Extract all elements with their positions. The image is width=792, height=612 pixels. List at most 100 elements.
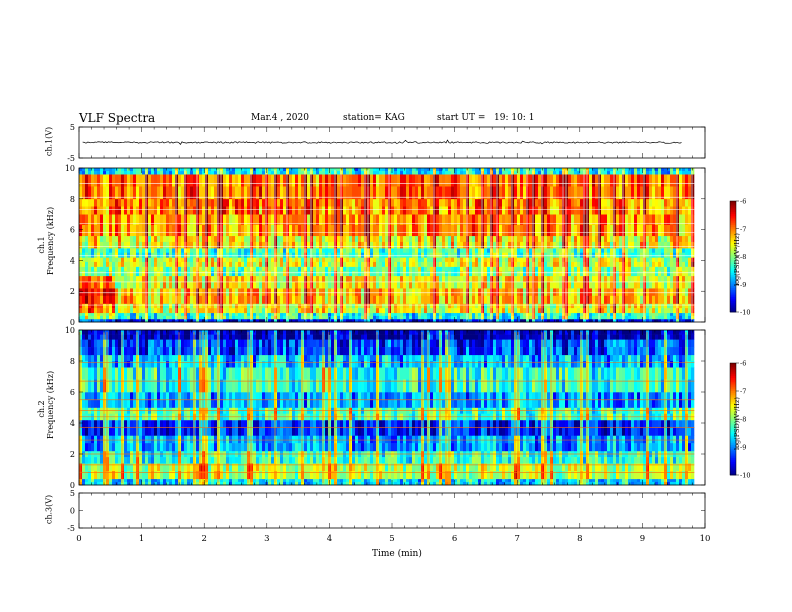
- ch1-cell: [508, 252, 512, 258]
- ch1-cell: [463, 308, 467, 314]
- ch1-cell: [436, 174, 440, 187]
- ch1-cell: [517, 257, 521, 263]
- ch1-cell: [559, 308, 563, 314]
- ch1-cell: [661, 308, 665, 314]
- ch1-cell: [178, 241, 182, 249]
- ch1-cell: [331, 235, 335, 243]
- ch1-cell: [571, 295, 575, 304]
- ch1-cell: [436, 261, 440, 267]
- ch1-cell: [691, 241, 695, 249]
- ch1-cell: [385, 171, 389, 175]
- ch1-cell: [232, 257, 236, 263]
- ch1-cell: [640, 288, 644, 297]
- ch1-cell: [163, 224, 167, 237]
- ch1-cell: [184, 303, 188, 309]
- ch1-cell: [148, 288, 152, 297]
- ch1-cell: [682, 235, 686, 243]
- ch1-cell: [598, 271, 602, 277]
- ch1-cell: [586, 257, 590, 263]
- ch1-cell: [598, 318, 602, 323]
- ch1-cell: [508, 241, 512, 249]
- ch1-cell: [625, 198, 629, 207]
- ch1-cell: [187, 303, 191, 309]
- ch1-cell: [340, 168, 344, 172]
- ch1-cell: [274, 224, 278, 237]
- ch1-cell: [121, 257, 125, 263]
- ch1-cell: [160, 198, 164, 207]
- ch1-cell: [223, 206, 227, 215]
- ch1-cell: [451, 241, 455, 249]
- ch1-cell: [352, 224, 356, 237]
- ch1-cell: [535, 271, 539, 277]
- ch1-cell: [352, 271, 356, 277]
- ch1-cell: [247, 318, 251, 323]
- ch1-cell: [286, 312, 290, 317]
- ch1-cell: [184, 308, 188, 314]
- ch1-cell: [310, 266, 314, 272]
- ch1-cell: [547, 261, 551, 267]
- ch1-cell: [481, 248, 485, 253]
- ch1-cell: [523, 281, 527, 289]
- ch1-cell: [601, 266, 605, 272]
- ch1-cell: [646, 186, 650, 200]
- ch1-cell: [685, 198, 689, 207]
- ch1-cell: [664, 186, 668, 200]
- ch1-cell: [139, 235, 143, 243]
- ch1-cell: [172, 168, 176, 172]
- ch1-cell: [208, 235, 212, 243]
- ch1-cell: [688, 318, 692, 323]
- ch1-cell: [514, 248, 518, 253]
- ch1-cell: [325, 171, 329, 175]
- ch1-cell: [544, 174, 548, 187]
- ch1-cell: [652, 214, 656, 226]
- ch1-cell: [400, 235, 404, 243]
- ch1-cell: [523, 303, 527, 309]
- ch1-cell: [304, 168, 308, 172]
- ch1-cell: [514, 214, 518, 226]
- ch1-cell: [217, 295, 221, 304]
- ch1-cell: [535, 295, 539, 304]
- ch1-cell: [463, 206, 467, 215]
- ch1-cell: [520, 295, 524, 304]
- ch1-cell: [382, 312, 386, 317]
- ch1-cell: [454, 248, 458, 253]
- ch1-cell: [304, 266, 308, 272]
- ch1-cell: [214, 224, 218, 237]
- ch1-cell: [517, 241, 521, 249]
- ch1-cell: [253, 275, 257, 283]
- ch1-cell: [619, 248, 623, 253]
- ch1-cell: [238, 271, 242, 277]
- ch1-cell: [454, 224, 458, 237]
- ch1-cell: [208, 271, 212, 277]
- ch1-cell: [598, 252, 602, 258]
- ch1-cell: [286, 241, 290, 249]
- ch1-cell: [595, 248, 599, 253]
- ch1-cell: [574, 315, 578, 320]
- ch1-cell: [124, 288, 128, 297]
- ch1-cell: [196, 248, 200, 253]
- ch1-cell: [253, 303, 257, 309]
- ch1-cell: [379, 252, 383, 258]
- ch1-cell: [385, 241, 389, 249]
- ch1-cell: [190, 198, 194, 207]
- ch1-cell: [382, 214, 386, 226]
- ch1-cell: [241, 224, 245, 237]
- ch1-cell: [604, 303, 608, 309]
- ch1-cell: [136, 303, 140, 309]
- ch1-cell: [205, 214, 209, 226]
- ch1-cell: [613, 271, 617, 277]
- ch1-cell: [463, 303, 467, 309]
- ch1-cell: [289, 224, 293, 237]
- ch1-cell: [274, 171, 278, 175]
- ch1-cell: [544, 315, 548, 320]
- ch1-cell: [448, 241, 452, 249]
- ch1-cell: [127, 214, 131, 226]
- ch1-cell: [151, 241, 155, 249]
- ch1-cell: [223, 224, 227, 237]
- ch1-cell: [211, 214, 215, 226]
- ch1-cell: [442, 308, 446, 314]
- ch1-cell: [268, 308, 272, 314]
- ch1-cell: [256, 266, 260, 272]
- ch1-cell: [388, 241, 392, 249]
- ch1-cell: [475, 241, 479, 249]
